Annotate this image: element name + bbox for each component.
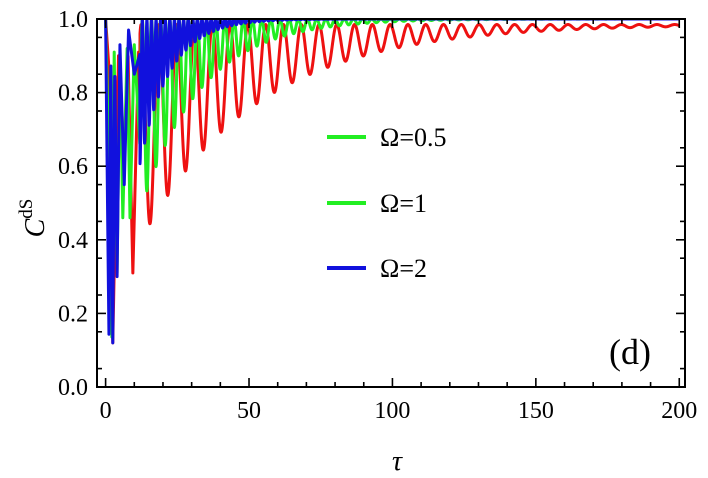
y-axis-label-group: CdS: [16, 199, 51, 238]
x-tick-label: 200: [661, 398, 697, 424]
series-line-0: [104, 19, 681, 345]
y-tick-label: 0.8: [58, 81, 88, 107]
panel-label: (d): [609, 332, 651, 372]
y-tick-label: 0.6: [58, 154, 88, 180]
y-tick-label: 0.2: [58, 301, 88, 327]
legend: Ω=0.5 Ω=1 Ω=2: [327, 123, 447, 283]
y-tick-label: 0.4: [58, 228, 88, 254]
x-tick-label: 100: [374, 398, 410, 424]
x-tick-label: 0: [100, 398, 112, 424]
x-tick-label: 50: [237, 398, 261, 424]
series-line-1: [104, 19, 681, 339]
x-axis-label: τ: [392, 446, 403, 477]
plot-frame: [96, 18, 686, 388]
legend-label: Ω=0.5: [380, 123, 447, 152]
y-tick-label: 1.0: [58, 7, 88, 33]
svg-text:CdS: CdS: [16, 199, 51, 238]
series-layer: [104, 19, 681, 345]
legend-label: Ω=1: [380, 189, 427, 218]
y-axis-label-superscript: dS: [16, 199, 37, 219]
y-axis-label: C: [20, 218, 51, 237]
x-tick-label: 150: [518, 398, 554, 424]
x-axis: 0 50 100 150 200: [100, 19, 697, 424]
legend-label: Ω=2: [380, 254, 427, 283]
y-axis: 0.0 0.2 0.4 0.6 0.8 1.0: [58, 7, 685, 401]
y-tick-label: 0.0: [58, 375, 88, 401]
